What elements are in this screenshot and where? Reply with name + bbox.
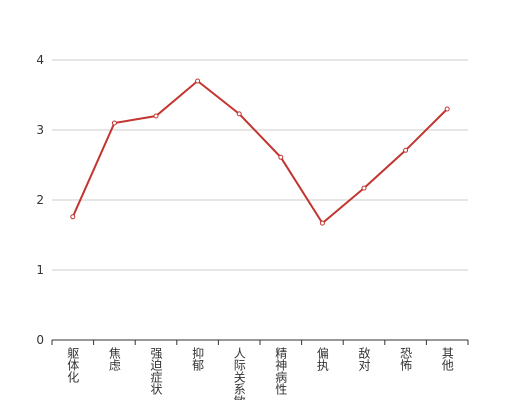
y-tick-label: 2 — [36, 193, 44, 207]
x-tick-label: 偏执 — [315, 346, 329, 372]
y-tick-label: 1 — [36, 263, 44, 277]
x-tick-label: 其他 — [440, 347, 454, 371]
line — [71, 79, 448, 225]
x-tick-label: 强迫症状 — [149, 347, 163, 395]
x-tick-label: 敌对 — [357, 346, 371, 371]
point — [195, 78, 201, 84]
point — [236, 111, 242, 117]
point — [278, 154, 284, 160]
point — [70, 214, 76, 220]
point — [444, 106, 450, 112]
y-tick-label: 3 — [36, 123, 44, 137]
point — [153, 113, 159, 119]
x-tick-label: 躯体化 — [66, 346, 80, 384]
y-tick-label: 4 — [36, 53, 44, 67]
x-tick-label: 恐怖 — [399, 347, 413, 371]
x-tick-label: 人际关系敏感 — [232, 347, 246, 400]
point — [361, 185, 367, 191]
x-tick-label: 精神病性 — [274, 347, 288, 396]
point — [111, 120, 117, 126]
point — [319, 220, 325, 226]
point — [403, 147, 409, 153]
x-tick-label: 抑郁 — [191, 346, 205, 372]
y-tick-label: 0 — [36, 333, 44, 347]
x-tick-label: 焦虑 — [107, 347, 121, 371]
